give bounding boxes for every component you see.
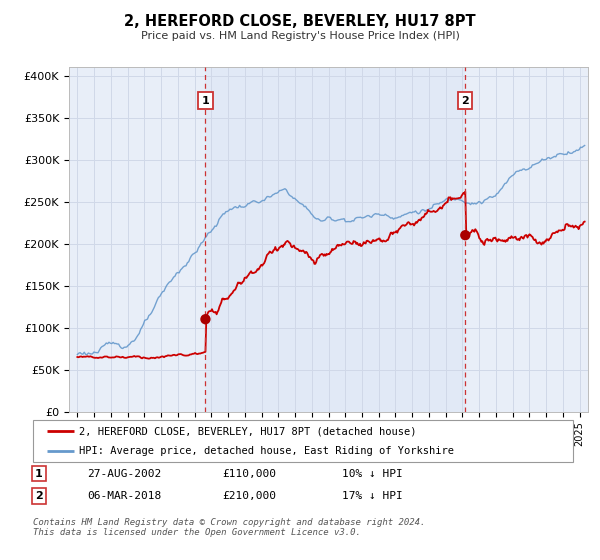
Text: 2, HEREFORD CLOSE, BEVERLEY, HU17 8PT (detached house): 2, HEREFORD CLOSE, BEVERLEY, HU17 8PT (d… <box>79 426 416 436</box>
Text: 06-MAR-2018: 06-MAR-2018 <box>87 491 161 501</box>
Bar <box>205 67 465 412</box>
FancyBboxPatch shape <box>33 420 573 462</box>
Point <box>200 315 210 324</box>
Text: £210,000: £210,000 <box>222 491 276 501</box>
Text: Contains HM Land Registry data © Crown copyright and database right 2024.
This d: Contains HM Land Registry data © Crown c… <box>33 518 425 538</box>
Text: 10% ↓ HPI: 10% ↓ HPI <box>342 469 403 479</box>
Text: 2, HEREFORD CLOSE, BEVERLEY, HU17 8PT: 2, HEREFORD CLOSE, BEVERLEY, HU17 8PT <box>124 14 476 29</box>
Text: 1: 1 <box>35 469 43 479</box>
Text: 1: 1 <box>202 96 209 106</box>
Text: 27-AUG-2002: 27-AUG-2002 <box>87 469 161 479</box>
Text: HPI: Average price, detached house, East Riding of Yorkshire: HPI: Average price, detached house, East… <box>79 446 454 456</box>
Text: 2: 2 <box>35 491 43 501</box>
Text: 2: 2 <box>461 96 469 106</box>
Text: Price paid vs. HM Land Registry's House Price Index (HPI): Price paid vs. HM Land Registry's House … <box>140 31 460 41</box>
Text: £110,000: £110,000 <box>222 469 276 479</box>
Text: 17% ↓ HPI: 17% ↓ HPI <box>342 491 403 501</box>
Point <box>460 231 470 240</box>
